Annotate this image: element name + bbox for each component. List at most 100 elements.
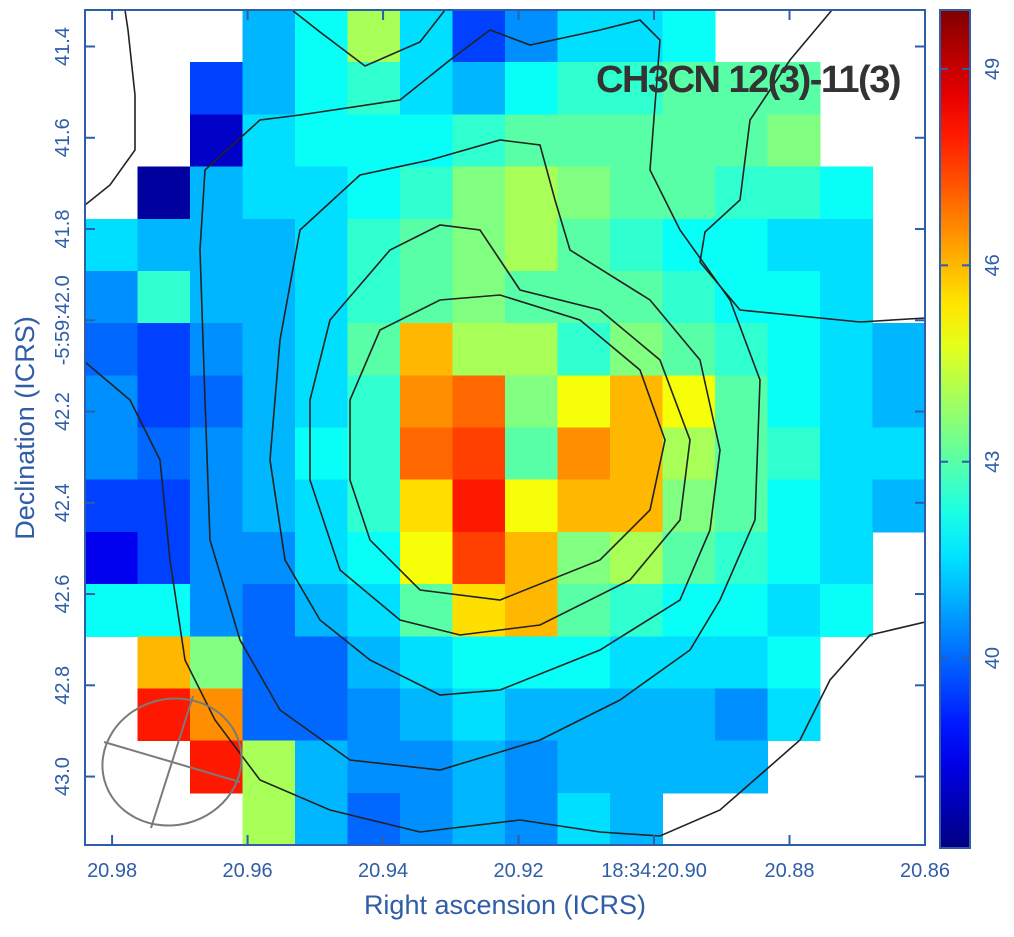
heatmap-cell: [242, 531, 296, 585]
heatmap-cell: [662, 10, 716, 63]
heatmap-cell: [190, 270, 244, 324]
heatmap-cell: [715, 688, 769, 742]
heatmap-cell: [347, 531, 401, 585]
y-tick-label: 41.8: [52, 210, 74, 249]
colorbar-tick-label: 46: [982, 254, 1004, 276]
heatmap-cell: [557, 10, 611, 63]
heatmap-cell: [242, 218, 296, 272]
heatmap-cell: [505, 740, 559, 794]
heatmap-cell: [452, 427, 506, 481]
heatmap-cell: [505, 218, 559, 272]
heatmap-cell: [137, 531, 191, 585]
heatmap-cell: [610, 10, 664, 63]
heatmap-cell: [400, 218, 454, 272]
heatmap-cell: [242, 636, 296, 690]
heatmap-cell: [820, 375, 874, 429]
heatmap-cell: [662, 479, 716, 533]
heatmap-cell: [820, 323, 874, 376]
heatmap-cell: [347, 375, 401, 429]
y-tick-label: 41.6: [52, 118, 74, 157]
x-tick-label: 20.96: [223, 860, 273, 882]
y-axis-label: Declination (ICRS): [10, 316, 40, 540]
heatmap-cell: [452, 323, 506, 376]
heatmap-cell: [400, 323, 454, 376]
heatmap-cell: [295, 323, 349, 376]
heatmap-cell: [85, 531, 139, 585]
heatmap-cell: [242, 114, 296, 168]
heatmap-cell: [295, 636, 349, 690]
heatmap-cell: [452, 688, 506, 742]
heatmap-cell: [505, 427, 559, 481]
heatmap-cell: [400, 479, 454, 533]
heatmap-cell: [452, 218, 506, 272]
heatmap-cell: [715, 427, 769, 481]
heatmap-cell: [715, 740, 769, 794]
heatmap-cell: [610, 792, 664, 846]
heatmap-cell: [715, 270, 769, 324]
heatmap-cell: [452, 479, 506, 533]
heatmap-cell: [557, 584, 611, 637]
heatmap-cell: [85, 427, 139, 481]
heatmap-cell: [872, 323, 926, 376]
heatmap-cell: [505, 479, 559, 533]
x-tick-label: 18:34:20.90: [601, 860, 707, 882]
x-tick-label: 20.86: [900, 860, 950, 882]
heatmap-cell: [557, 740, 611, 794]
heatmap-cell: [190, 323, 244, 376]
heatmap-cell: [190, 218, 244, 272]
heatmap-cell: [505, 531, 559, 585]
heatmap-cell: [400, 10, 454, 63]
contour: [85, 10, 136, 206]
heatmap-cell: [767, 584, 821, 637]
colorbar-tick-label: 49: [982, 58, 1004, 80]
heatmap-cell: [820, 218, 874, 272]
heatmap: [85, 10, 926, 846]
y-tick-label: 42.4: [52, 483, 74, 522]
heatmap-cell: [85, 218, 139, 272]
x-axis-label: Right ascension (ICRS): [364, 890, 646, 920]
heatmap-cell: [85, 323, 139, 376]
contour: [199, 19, 761, 771]
heatmap-cell: [610, 270, 664, 324]
contour: [349, 294, 666, 601]
heatmap-cell: [715, 479, 769, 533]
y-tick-label: 42.8: [52, 666, 74, 705]
contours: [85, 10, 925, 837]
heatmap-cell: [662, 166, 716, 220]
chart-title: CH3CN 12(3)-11(3): [596, 59, 900, 101]
heatmap-cell: [295, 531, 349, 585]
heatmap-cell: [295, 479, 349, 533]
heatmap-cell: [347, 10, 401, 63]
heatmap-cell: [872, 375, 926, 429]
heatmap-cell: [505, 62, 559, 115]
heatmap-cell: [400, 584, 454, 637]
heatmap-cell: [347, 688, 401, 742]
heatmap-cell: [505, 114, 559, 168]
heatmap-cell: [715, 218, 769, 272]
heatmap-cell: [662, 323, 716, 376]
heatmap-cell: [557, 688, 611, 742]
x-tick-label: 20.98: [87, 860, 137, 882]
heatmap-cell: [85, 584, 139, 637]
contour: [291, 10, 446, 67]
heatmap-cell: [85, 270, 139, 324]
heatmap-cell: [190, 584, 244, 637]
heatmap-cell: [137, 427, 191, 481]
y-tick-label: 42.6: [52, 575, 74, 614]
heatmap-cell: [505, 688, 559, 742]
heatmap-cell: [400, 427, 454, 481]
heatmap-cell: [505, 323, 559, 376]
heatmap-cell: [242, 792, 296, 846]
heatmap-cell: [190, 375, 244, 429]
heatmap-cell: [557, 792, 611, 846]
heatmap-cell: [872, 479, 926, 533]
heatmap-cell: [452, 375, 506, 429]
heatmap-cell: [452, 10, 506, 63]
heatmap-cell: [190, 166, 244, 220]
colorbar-tick-label: 43: [982, 451, 1004, 473]
heatmap-cell: [610, 740, 664, 794]
heatmap-cell: [557, 427, 611, 481]
heatmap-cell: [85, 479, 139, 533]
heatmap-cell: [662, 531, 716, 585]
heatmap-cell: [400, 688, 454, 742]
